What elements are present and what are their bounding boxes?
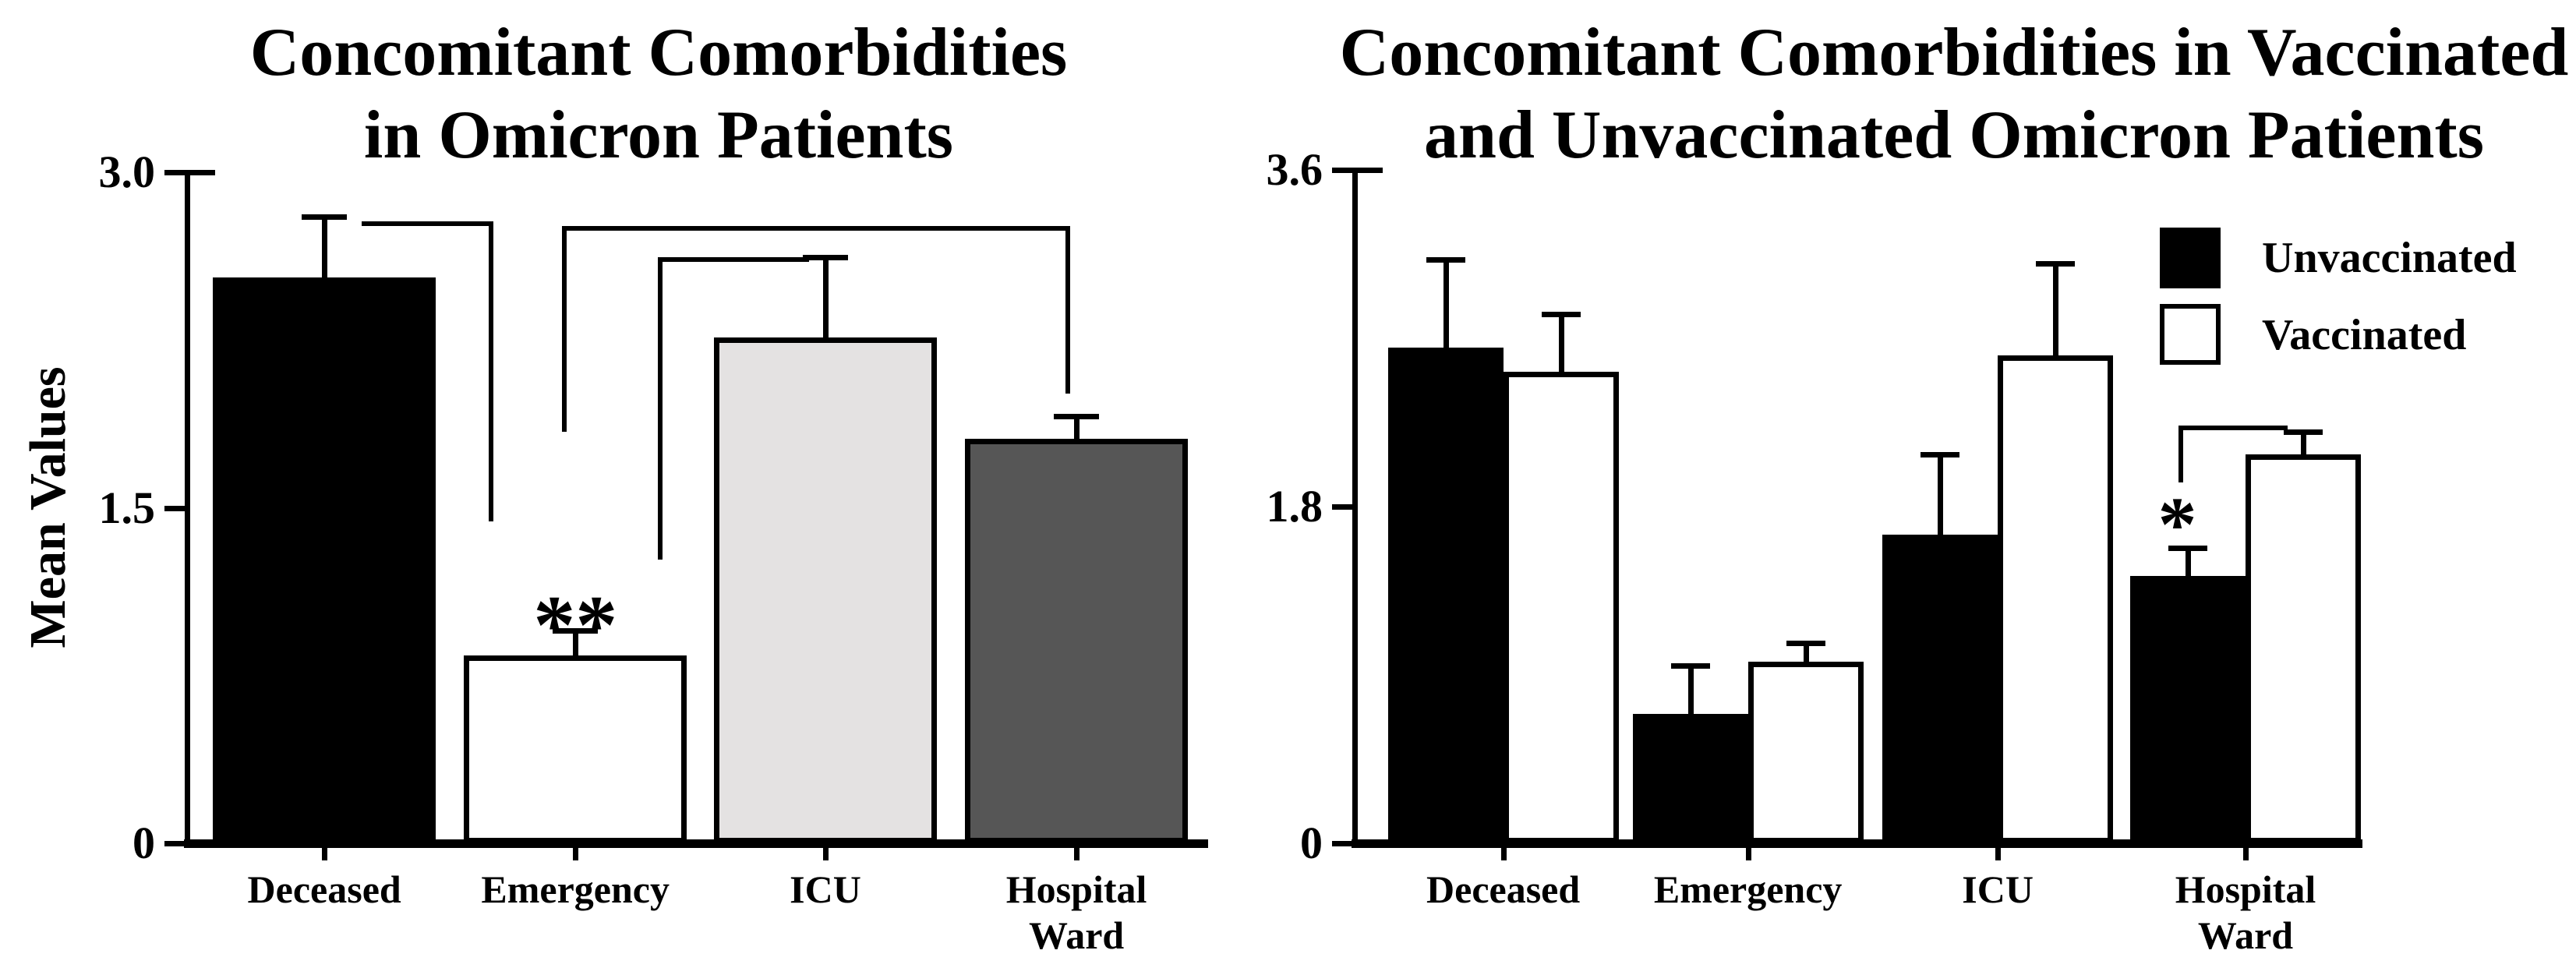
bar (2129, 575, 2246, 843)
bar (1387, 348, 1504, 843)
error-bar-line (1443, 260, 1449, 348)
error-bar-line (1938, 454, 1944, 535)
error-bar-line (823, 257, 829, 338)
y-tick-label: 0 (133, 818, 155, 868)
error-bar-line (322, 217, 328, 277)
significance-bracket-drop (562, 225, 567, 432)
y-tick-label: 3.0 (98, 147, 156, 197)
y-tick-label: 3.6 (1266, 144, 1323, 195)
error-bar-cap (553, 628, 599, 634)
category-label: Emergency (1653, 867, 1843, 911)
significance-asterisk: ** (533, 579, 618, 673)
x-tick (2242, 848, 2249, 860)
x-axis-line (1352, 839, 2362, 848)
error-bar-cap (1921, 451, 1960, 457)
error-bar-line (1074, 415, 1080, 439)
significance-bracket-bar (2178, 426, 2288, 431)
x-tick (1745, 848, 1751, 860)
bar (213, 277, 436, 843)
legend-label-unvaccinated: Unvaccinated (2262, 234, 2517, 282)
significance-bracket-bar (657, 256, 810, 262)
x-axis-line (184, 839, 1208, 848)
significance-bracket-drop (657, 256, 663, 560)
error-bar-cap (2283, 429, 2323, 435)
bar (464, 655, 687, 843)
y-tick-label: 1.8 (1266, 481, 1323, 532)
error-bar-line (2185, 547, 2191, 576)
error-bar-line (2300, 432, 2306, 454)
right-chart-title-line1: Concomitant Comorbidities in Vaccinated (1339, 15, 2569, 90)
y-axis-top-hook (1358, 168, 1383, 173)
bar (1632, 714, 1748, 843)
bar (1503, 372, 1619, 843)
legend-swatch-unvaccinated (2160, 228, 2221, 288)
bar (1882, 535, 1998, 843)
x-tick (1500, 848, 1507, 860)
bar (965, 438, 1189, 843)
y-tick-label: 0 (1300, 818, 1323, 868)
category-label: ICU (1962, 867, 2034, 911)
bar (714, 337, 937, 843)
x-tick (823, 848, 829, 860)
right-chart-title: Concomitant Comorbidities in Vaccinated … (1340, 12, 2569, 176)
y-tick-label: 1.5 (98, 482, 156, 533)
y-tick (1332, 841, 1352, 846)
legend-label-vaccinated: Vaccinated (2262, 311, 2467, 359)
category-label: Emergency (481, 867, 670, 911)
error-bar-line (1558, 313, 1564, 373)
error-bar-cap (2168, 545, 2207, 551)
y-tick (1332, 168, 1352, 173)
bar (2245, 454, 2361, 843)
bar (1747, 662, 1864, 843)
x-tick (573, 848, 579, 860)
y-tick (1332, 504, 1352, 510)
error-bar-cap (302, 214, 348, 221)
error-bar-cap (1670, 663, 1710, 669)
category-label: ICU (790, 867, 861, 911)
right-chart-title-line2: and Unvaccinated Omicron Patients (1424, 97, 2484, 173)
error-bar-cap (2036, 261, 2076, 267)
y-tick (164, 170, 185, 175)
y-tick (164, 505, 185, 511)
category-label: Deceased (1426, 867, 1581, 911)
y-tick (164, 841, 185, 846)
error-bar-line (573, 631, 579, 655)
left-chart-title: Concomitant Comorbidities in Omicron Pat… (250, 12, 1068, 176)
category-label: Hospital Ward (2175, 867, 2316, 957)
x-tick (1995, 848, 2002, 860)
y-axis-line (185, 170, 190, 848)
x-tick (322, 848, 328, 860)
significance-asterisk: * (2157, 480, 2197, 567)
significance-bracket-bar (562, 225, 1071, 231)
error-bar-line (2053, 263, 2059, 355)
legend-swatch-vaccinated (2160, 304, 2221, 365)
error-bar-line (1803, 643, 1809, 662)
y-axis-top-hook (190, 170, 215, 175)
error-bar-line (1687, 666, 1694, 715)
bar (1998, 355, 2114, 843)
error-bar-cap (1786, 641, 1825, 647)
significance-bracket-drop (1065, 225, 1071, 394)
y-axis-line (1352, 168, 1358, 848)
x-tick (1074, 848, 1080, 860)
category-label: Hospital Ward (1005, 867, 1147, 957)
error-bar-cap (1426, 257, 1465, 263)
left-chart-title-line2: in Omicron Patients (363, 97, 954, 173)
significance-bracket-drop (488, 221, 493, 521)
error-bar-cap (803, 255, 848, 261)
significance-bracket-drop (2178, 426, 2183, 482)
left-chart-title-line1: Concomitant Comorbidities (249, 15, 1068, 90)
category-label: Deceased (247, 867, 401, 911)
error-bar-cap (1054, 413, 1100, 419)
significance-bracket-bar (362, 221, 493, 226)
error-bar-cap (1541, 311, 1581, 317)
